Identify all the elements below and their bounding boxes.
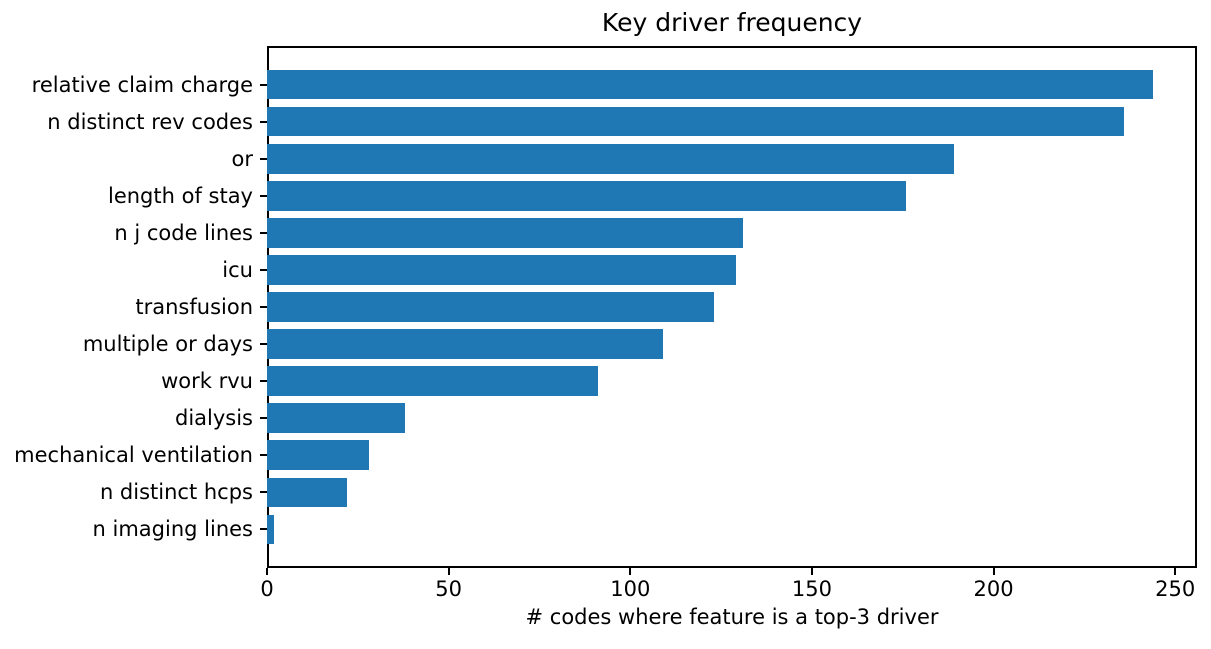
x-tick-label: 50	[435, 577, 462, 601]
y-tick-label: dialysis	[174, 406, 253, 431]
y-tick-mark	[260, 306, 267, 308]
y-tick-label: n imaging lines	[92, 517, 253, 542]
x-tick-mark	[810, 568, 813, 575]
y-tick-mark	[260, 83, 267, 86]
bar	[267, 477, 347, 508]
y-tick-mark	[260, 120, 267, 123]
bar	[267, 143, 954, 174]
y-tick-label: length of stay	[107, 183, 253, 208]
bar	[267, 106, 1125, 137]
y-tick-mark	[260, 454, 267, 457]
y-tick-label: relative claim charge	[31, 72, 253, 97]
x-tick-label: 250	[1155, 577, 1196, 601]
y-tick-label: work rvu	[161, 369, 253, 394]
bar	[267, 69, 1154, 100]
x-tick-label: 200	[973, 577, 1014, 601]
y-tick-mark	[260, 528, 267, 531]
y-tick-mark	[260, 157, 267, 160]
y-tick-label: mechanical ventilation	[14, 443, 253, 468]
y-tick-label: n distinct hcps	[99, 480, 253, 505]
y-tick-mark	[260, 194, 267, 197]
bar	[267, 292, 714, 322]
x-tick-mark	[1174, 568, 1177, 575]
y-tick-label: n distinct rev codes	[47, 109, 253, 134]
y-tick-label: n j code lines	[114, 220, 253, 245]
x-tick-label: 0	[260, 577, 274, 601]
bar	[267, 366, 598, 396]
x-axis-label: # codes where feature is a top-3 driver	[525, 605, 939, 629]
y-tick-mark	[260, 268, 267, 271]
bar	[267, 180, 907, 211]
bar	[267, 514, 275, 545]
y-tick-label: icu	[222, 257, 253, 282]
x-tick-mark	[992, 568, 995, 575]
y-tick-mark	[260, 417, 267, 420]
y-tick-mark	[260, 380, 267, 383]
bar	[267, 218, 743, 248]
y-tick-mark	[260, 231, 267, 234]
bar	[267, 403, 406, 434]
bar	[267, 255, 736, 285]
x-tick-mark	[266, 568, 268, 575]
y-tick-mark	[260, 343, 267, 346]
bar	[267, 329, 663, 359]
y-tick-label: multiple or days	[82, 332, 253, 357]
y-tick-label: transfusion	[135, 295, 253, 319]
x-tick-mark	[447, 568, 450, 575]
y-tick-label: or	[231, 146, 253, 171]
x-tick-label: 150	[791, 577, 832, 601]
x-tick-label: 100	[610, 577, 651, 601]
y-tick-mark	[260, 491, 267, 494]
bar	[267, 440, 369, 471]
chart-title: Key driver frequency	[601, 8, 863, 37]
x-tick-mark	[629, 568, 632, 575]
